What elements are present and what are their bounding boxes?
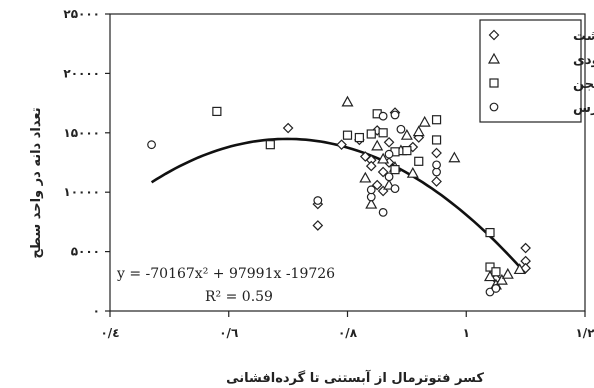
y-tick-label: ۲۵۰۰۰ bbox=[63, 7, 100, 21]
y-tick-label: ۱۰۰۰۰ bbox=[63, 185, 100, 199]
data-point-circle bbox=[379, 112, 387, 120]
data-point-diamond bbox=[385, 138, 394, 147]
y-axis-label: تعداد دانه در واحد سطح bbox=[29, 107, 44, 258]
data-point-square bbox=[433, 116, 441, 124]
data-point-square bbox=[433, 136, 441, 144]
data-point-square bbox=[415, 157, 423, 165]
x-tick-label: ۰/٦ bbox=[219, 326, 238, 340]
data-point-square bbox=[355, 134, 363, 142]
data-point-circle bbox=[391, 111, 399, 119]
x-tick-label: ۱/۲ bbox=[575, 326, 594, 340]
data-point-circle bbox=[397, 125, 405, 133]
data-point-square bbox=[367, 130, 375, 138]
data-point-square bbox=[486, 229, 494, 237]
data-point-diamond bbox=[432, 177, 441, 186]
data-point-square bbox=[379, 129, 387, 137]
data-point-triangle bbox=[343, 97, 353, 106]
y-tick-label: ۲۰۰۰۰ bbox=[63, 66, 100, 80]
r-squared-label: R² = 0.59 bbox=[205, 289, 273, 305]
data-point-circle bbox=[314, 197, 322, 205]
legend: کوهدشت شیرودی نجن زاگرس bbox=[480, 20, 594, 122]
data-point-circle bbox=[385, 150, 393, 158]
y-tick-label: ۱۵۰۰۰ bbox=[63, 126, 100, 140]
legend-label: کوهدشت bbox=[573, 29, 594, 44]
legend-marker-square bbox=[490, 79, 498, 87]
data-point-diamond bbox=[521, 244, 530, 253]
data-point-square bbox=[266, 141, 274, 149]
data-point-circle bbox=[433, 168, 441, 176]
data-point-diamond bbox=[284, 124, 293, 133]
legend-label: زاگرس bbox=[573, 100, 594, 116]
data-point-circle bbox=[379, 209, 387, 217]
data-point-diamond bbox=[367, 162, 376, 171]
x-tick-label: ۰/٤ bbox=[100, 326, 119, 340]
equation-label: y = -70167x² + 97991x -19726 bbox=[116, 266, 335, 282]
data-point-circle bbox=[433, 161, 441, 169]
x-tick-label: ۱ bbox=[463, 326, 470, 340]
legend-label: نجن bbox=[573, 77, 594, 92]
data-point-circle bbox=[391, 185, 399, 193]
data-point-triangle bbox=[372, 141, 382, 150]
y-tick-label: ۰ bbox=[93, 304, 100, 318]
data-point-square bbox=[344, 131, 352, 139]
data-point-square bbox=[492, 268, 500, 276]
legend-label: شیرودی bbox=[573, 53, 594, 68]
data-point-triangle bbox=[408, 168, 418, 177]
data-point-triangle bbox=[360, 173, 370, 182]
trendline-curve bbox=[152, 139, 526, 274]
data-point-circle bbox=[385, 173, 393, 181]
data-point-circle bbox=[367, 186, 375, 194]
data-point-triangle bbox=[420, 117, 430, 126]
data-point-triangle bbox=[414, 127, 424, 136]
legend-marker-circle bbox=[490, 103, 498, 111]
data-point-circle bbox=[492, 285, 500, 293]
data-point-triangle bbox=[449, 153, 459, 162]
x-axis-label: کسر فتوترمال از آبستنی تا گرده‌افشانی bbox=[226, 369, 484, 386]
data-point-triangle bbox=[503, 269, 513, 278]
data-point-diamond bbox=[313, 221, 322, 230]
data-point-square bbox=[403, 147, 411, 155]
data-point-circle bbox=[148, 141, 156, 149]
y-tick-label: ۵۰۰۰ bbox=[71, 245, 100, 259]
data-point-square bbox=[391, 166, 399, 174]
x-tick-label: ۰/۸ bbox=[338, 326, 358, 340]
data-point-circle bbox=[367, 193, 375, 201]
data-point-diamond bbox=[432, 148, 441, 157]
data-point-square bbox=[213, 107, 221, 115]
trendline-group bbox=[152, 139, 526, 274]
